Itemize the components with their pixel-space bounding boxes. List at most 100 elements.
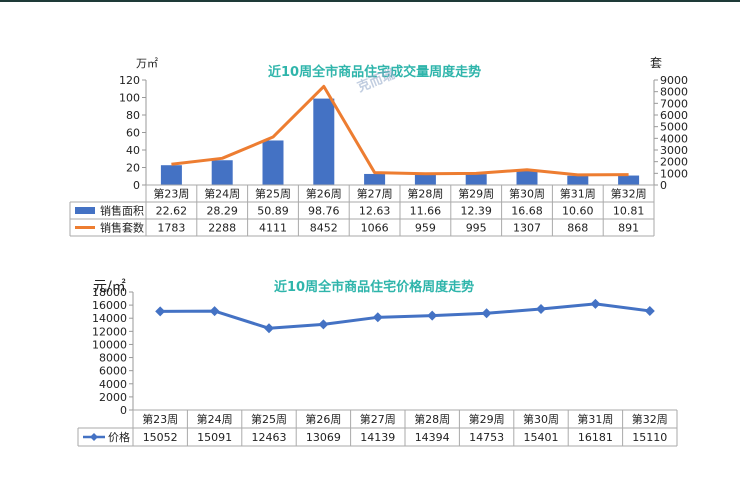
- price-tick-label: 16000: [92, 299, 127, 312]
- right-tick-label: 2000: [660, 156, 688, 169]
- price-value: 15401: [524, 431, 559, 444]
- units-value: 4111: [259, 222, 287, 235]
- right-tick-label: 9000: [660, 74, 688, 87]
- right-tick-label: 1000: [660, 167, 688, 180]
- price-point-第29周: [481, 308, 492, 319]
- price-tick-label: 4000: [99, 378, 127, 391]
- units-value: 959: [415, 222, 436, 235]
- right-tick-label: 8000: [660, 86, 688, 99]
- price-point-第25周: [264, 323, 274, 334]
- price-category-label-第25周: 第25周: [251, 412, 287, 426]
- price-category-label-第27周: 第27周: [360, 412, 396, 426]
- left-tick-label: 40: [126, 144, 140, 157]
- price-category-label-第29周: 第29周: [469, 412, 505, 426]
- area-value: 11.66: [410, 205, 442, 218]
- bar-第24周: [211, 160, 233, 185]
- units-value: 891: [618, 222, 639, 235]
- right-tick-label: 3000: [660, 144, 688, 157]
- legend-price-label: 价格: [108, 430, 130, 444]
- price-chart-title: 近10周全市商品住宅价格周度走势: [274, 280, 475, 295]
- category-label-第28周: 第28周: [407, 187, 443, 201]
- price-category-label-第31周: 第31周: [577, 412, 613, 426]
- category-label-第32周: 第32周: [611, 187, 647, 201]
- price-category-label-第30周: 第30周: [523, 412, 559, 426]
- price-value: 15091: [197, 431, 232, 444]
- volume-chart-title: 近10周全市商品住宅成交量周度走势: [268, 65, 482, 80]
- price-value: 14753: [469, 431, 504, 444]
- area-value: 50.89: [257, 205, 289, 218]
- price-tick-label: 6000: [99, 365, 127, 378]
- price-tick-label: 12000: [92, 325, 127, 338]
- category-label-第31周: 第31周: [560, 187, 596, 201]
- price-value: 16181: [578, 431, 613, 444]
- units-line: [171, 84, 629, 177]
- price-tick-label: 14000: [92, 312, 127, 325]
- category-label-第23周: 第23周: [153, 187, 189, 201]
- price-point-第28周: [427, 310, 438, 321]
- price-tick-label: 10000: [92, 338, 127, 351]
- area-value: 28.29: [206, 205, 238, 218]
- right-tick-label: 5000: [660, 121, 688, 134]
- bar-第25周: [262, 140, 284, 185]
- price-category-label-第23周: 第23周: [142, 412, 178, 426]
- bar-第23周: [160, 165, 182, 185]
- price-point-第23周: [155, 306, 166, 317]
- category-label-第30周: 第30周: [509, 187, 545, 201]
- price-category-label-第32周: 第32周: [632, 412, 668, 426]
- price-tick-label: 8000: [99, 352, 127, 365]
- price-value: 13069: [306, 431, 341, 444]
- category-label-第26周: 第26周: [306, 187, 342, 201]
- category-label-第29周: 第29周: [458, 187, 494, 201]
- left-tick-label: 120: [119, 74, 140, 87]
- left-tick-label: 100: [119, 92, 140, 105]
- area-value: 12.39: [460, 205, 492, 218]
- left-tick-label: 60: [126, 127, 140, 140]
- price-value: 12463: [252, 431, 287, 444]
- price-value: 15110: [632, 431, 667, 444]
- price-point-第30周: [536, 304, 546, 315]
- area-value: 10.60: [562, 205, 594, 218]
- units-value: 868: [567, 222, 588, 235]
- price-value: 15052: [143, 431, 178, 444]
- right-tick-label: 7000: [660, 97, 688, 110]
- price-point-第27周: [372, 312, 383, 323]
- right-tick-label: 0: [660, 179, 667, 192]
- units-value: 1066: [361, 222, 389, 235]
- units-value: 8452: [310, 222, 338, 235]
- price-tick-label: 0: [120, 404, 127, 417]
- bar-第28周: [414, 174, 436, 185]
- top-border: [0, 0, 740, 2]
- units-value: 2288: [208, 222, 236, 235]
- bar-第31周: [567, 175, 589, 185]
- legend-price-marker: [90, 433, 98, 441]
- price-point-第32周: [644, 305, 655, 316]
- left-tick-label: 0: [133, 179, 140, 192]
- bar-第32周: [618, 175, 640, 185]
- units-value: 1783: [157, 222, 185, 235]
- area-value: 98.76: [308, 205, 340, 218]
- price-tick-label: 2000: [99, 391, 127, 404]
- area-value: 16.68: [511, 205, 543, 218]
- volume-left-unit: 万㎡: [136, 57, 158, 70]
- price-value: 14139: [360, 431, 395, 444]
- category-label-第27周: 第27周: [357, 187, 393, 201]
- price-category-label-第28周: 第28周: [414, 412, 450, 426]
- price-point-第24周: [209, 306, 220, 317]
- price-category-label-第24周: 第24周: [197, 412, 233, 426]
- price-point-第26周: [318, 319, 329, 330]
- price-category-label-第26周: 第26周: [305, 412, 341, 426]
- left-tick-label: 20: [126, 162, 140, 175]
- category-label-第24周: 第24周: [204, 187, 240, 201]
- price-tick-label: 18000: [92, 286, 127, 299]
- units-value: 1307: [513, 222, 541, 235]
- price-point-第31周: [590, 298, 601, 309]
- bar-第26周: [313, 98, 335, 185]
- bar-第27周: [364, 173, 386, 185]
- right-tick-label: 4000: [660, 132, 688, 145]
- legend-units-label: 销售套数: [100, 221, 144, 235]
- area-value: 12.63: [359, 205, 391, 218]
- category-label-第25周: 第25周: [255, 187, 291, 201]
- area-value: 22.62: [156, 205, 188, 218]
- price-value: 14394: [415, 431, 450, 444]
